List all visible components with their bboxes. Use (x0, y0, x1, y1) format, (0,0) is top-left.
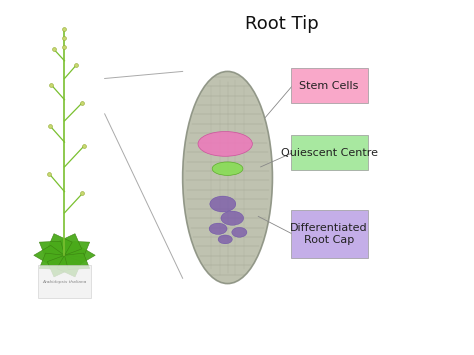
FancyBboxPatch shape (37, 265, 91, 299)
Polygon shape (34, 245, 64, 265)
Polygon shape (47, 234, 72, 255)
Polygon shape (57, 255, 82, 277)
Polygon shape (39, 241, 64, 257)
Ellipse shape (221, 211, 244, 225)
FancyBboxPatch shape (291, 135, 368, 170)
Polygon shape (47, 255, 72, 277)
Text: Differentiated
Root Cap: Differentiated Root Cap (291, 223, 368, 245)
Ellipse shape (212, 162, 243, 175)
Polygon shape (64, 253, 90, 269)
Ellipse shape (210, 196, 236, 212)
Ellipse shape (232, 227, 247, 237)
Text: Stem Cells: Stem Cells (300, 81, 359, 91)
Polygon shape (57, 234, 82, 255)
Ellipse shape (209, 223, 227, 234)
FancyBboxPatch shape (291, 68, 368, 103)
Text: Root Tip: Root Tip (245, 15, 319, 33)
Polygon shape (64, 241, 90, 257)
Ellipse shape (218, 235, 232, 244)
Ellipse shape (198, 132, 252, 156)
FancyBboxPatch shape (291, 210, 368, 258)
Ellipse shape (182, 71, 273, 284)
Text: Quiescent Centre: Quiescent Centre (281, 148, 378, 158)
Text: Arabidopsis thaliana: Arabidopsis thaliana (42, 280, 87, 284)
Polygon shape (64, 245, 95, 265)
Polygon shape (39, 253, 64, 269)
